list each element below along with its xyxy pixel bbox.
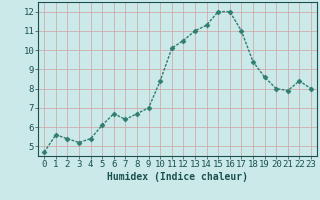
X-axis label: Humidex (Indice chaleur): Humidex (Indice chaleur) [107, 172, 248, 182]
